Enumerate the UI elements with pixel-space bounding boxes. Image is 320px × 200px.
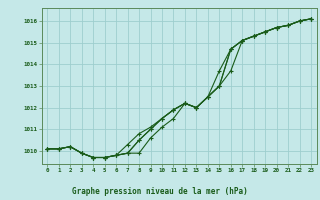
Text: Graphe pression niveau de la mer (hPa): Graphe pression niveau de la mer (hPa) bbox=[72, 187, 248, 196]
